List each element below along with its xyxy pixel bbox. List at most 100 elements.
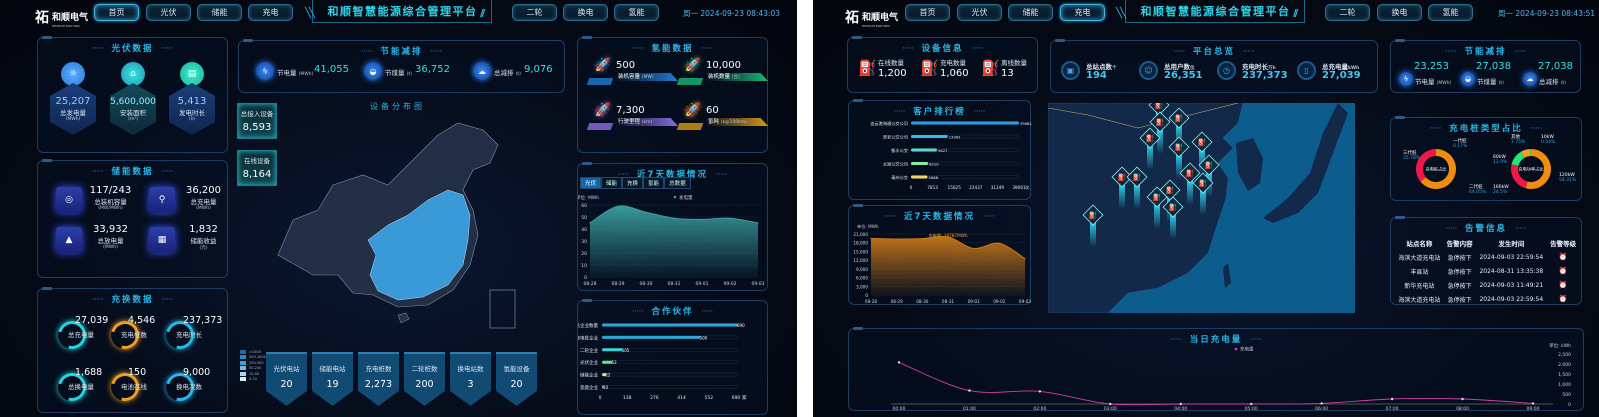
card-label: 储能电站 (319, 365, 346, 373)
charging-station-marker[interactable] (1082, 204, 1104, 226)
station-count-card: 储能电站 19 (312, 352, 353, 406)
data-point (1038, 390, 1042, 393)
nav-hydrogen[interactable]: 氢能 (1428, 4, 1473, 21)
nav-pv[interactable]: 光伏 (957, 4, 1002, 21)
panel-icon: ▤ (180, 62, 204, 86)
fuel-pump-icon: ⛽ (1155, 103, 1164, 110)
saving-value: 27,038 (1476, 61, 1511, 72)
china-device-map[interactable] (258, 115, 543, 335)
charging-station-marker[interactable] (1192, 172, 1214, 194)
tab-1[interactable]: 储能 (601, 177, 623, 189)
nav-two-wheel[interactable]: 二轮 (1325, 4, 1370, 21)
alert-row[interactable]: 海滨大道充电站 急停按下 2024-09-03 22:59:54 ⏰ (1395, 292, 1579, 306)
charging-station-marker[interactable] (1162, 196, 1184, 218)
slice-percent: 54.31% (1559, 177, 1577, 183)
mainland (1048, 103, 1244, 313)
charging-station-marker[interactable] (1168, 136, 1190, 158)
nav-two-wheel[interactable]: 二轮 (512, 4, 557, 21)
stat-value: 150 (128, 367, 147, 378)
y-tick-label: 2,000 (1558, 362, 1571, 368)
stat-label: 装机数量 (台) (706, 73, 768, 81)
charging-station-marker[interactable] (1148, 103, 1170, 116)
bar-value-label: 105 (622, 348, 630, 353)
pedestal-icon (586, 123, 614, 130)
charging-station-marker[interactable] (1179, 162, 1201, 184)
slice-label: 120kW (1559, 172, 1575, 178)
x-tick-label: 08-31 (667, 281, 680, 287)
charger-icon: ⛽ (981, 59, 1000, 77)
category-label: 总企业数量 (578, 322, 598, 329)
panel-title: 节能减排 (239, 45, 564, 57)
column-header: 发生时间 (1498, 239, 1525, 248)
charging-station-marker[interactable] (1146, 186, 1168, 208)
nav-pv[interactable]: 光伏 (146, 4, 191, 21)
nav-charging[interactable]: 充电 (1060, 4, 1105, 21)
charging-station-marker[interactable] (1149, 111, 1171, 133)
nav-battery-swap[interactable]: 换电 (563, 4, 608, 21)
logo: 祏 和顺电气 HESHUN ELECTRIC (845, 5, 898, 29)
x-tick-label: 09-02 (993, 299, 1006, 304)
y-tick-label: 1,500 (1558, 372, 1571, 378)
tab-3[interactable]: 氢能 (643, 177, 665, 189)
x-tick-label: 690 (732, 395, 741, 401)
y-tick-label: 30 (581, 239, 587, 245)
pv-stat: 25,207 总发电量 (MWh) (50, 83, 96, 135)
fuel-pump-icon: ⛽ (1118, 173, 1127, 182)
stat-label: 总用户数位 (1164, 63, 1195, 71)
stat-unit: (MW/MWh) (98, 206, 123, 211)
lightning-icon: ϟ (256, 62, 274, 80)
alert-row[interactable]: 新华充电站 急停按下 2024-09-03 11:49:21 ⏰ (1395, 278, 1579, 292)
title-frame (1125, 0, 1305, 23)
nav-charging[interactable]: 充电 (248, 4, 293, 21)
charging-station-marker[interactable] (1191, 131, 1213, 153)
legend-item: 10-50 (240, 371, 266, 377)
slice-percent: 7.75% (1511, 139, 1526, 145)
charging-station-marker[interactable] (1168, 107, 1190, 129)
battery-icon: ▯ (1297, 61, 1316, 80)
nav-hydrogen[interactable]: 氢能 (614, 4, 659, 21)
alert-row[interactable]: 海滨大道充电站 急停按下 2024-09-03 22:59:54 ⏰ (1395, 250, 1579, 264)
station-map[interactable]: ⛽⛽ ⛽⛽⛽⛽⛽⛽⛽ ⛽⛽⛽⛽⛽⛽ (1048, 103, 1355, 313)
online-devices-card: 在线设备 8,164 (237, 150, 277, 186)
y-tick-label: 1,000 (1558, 382, 1571, 388)
charging-station-marker[interactable] (1198, 154, 1220, 176)
saving-label: 节煤量 (t) (1477, 78, 1504, 86)
tab-0[interactable]: 光伏 (580, 177, 602, 189)
nav-home[interactable]: 首页 (94, 4, 139, 21)
nav-storage[interactable]: 储能 (1008, 4, 1053, 21)
clock-icon: ◷ (1217, 61, 1236, 80)
tab-2[interactable]: 充换 (622, 177, 644, 189)
nav-battery-swap[interactable]: 换电 (1377, 4, 1422, 21)
stat-label: 在线数量 (878, 59, 904, 67)
stat-label: 发电时长 (179, 109, 205, 117)
stat-unit: (MWh) (65, 117, 81, 122)
category-label: 氢能企业 (580, 384, 598, 391)
rocket-icon: 🚀 (594, 58, 612, 73)
tab-4[interactable]: 总数据 (664, 177, 691, 189)
station-count-card: 换电站数 3 (450, 352, 491, 406)
y-tick-label: 50 (581, 215, 587, 221)
bar-value-label: 10 (603, 385, 609, 390)
marker-beam (1157, 128, 1163, 154)
data-point (1390, 397, 1394, 401)
slash-decoration-icon: ╲╲ (305, 8, 315, 19)
slice-label: 三代桩 (1403, 149, 1417, 156)
nav-storage[interactable]: 储能 (197, 4, 242, 21)
alert-row[interactable]: 丰县站 急停按下 2024-08-31 13:35:38 ⏰ (1395, 264, 1579, 278)
y-tick-label: 20 (581, 251, 587, 257)
charging-station-marker[interactable] (1139, 127, 1161, 149)
marker-beam (1187, 179, 1193, 205)
nav-home[interactable]: 首页 (905, 4, 950, 21)
stat-label: 总充电量 (68, 331, 94, 339)
x-unit-label: 家 (742, 394, 747, 401)
data-point (701, 218, 703, 220)
charging-station-marker[interactable] (1126, 166, 1148, 188)
y-tick-label: 60 (581, 203, 587, 209)
x-tick-label: 08-29 (891, 299, 904, 304)
x-tick-label: 08-28 (583, 281, 596, 287)
stat-value: 237,373 (1242, 70, 1288, 81)
stat-label: 总发电量 (60, 109, 86, 117)
charging-station-marker[interactable] (1111, 166, 1133, 188)
data-point (757, 222, 759, 224)
slice-label: 60kW (1493, 154, 1506, 160)
